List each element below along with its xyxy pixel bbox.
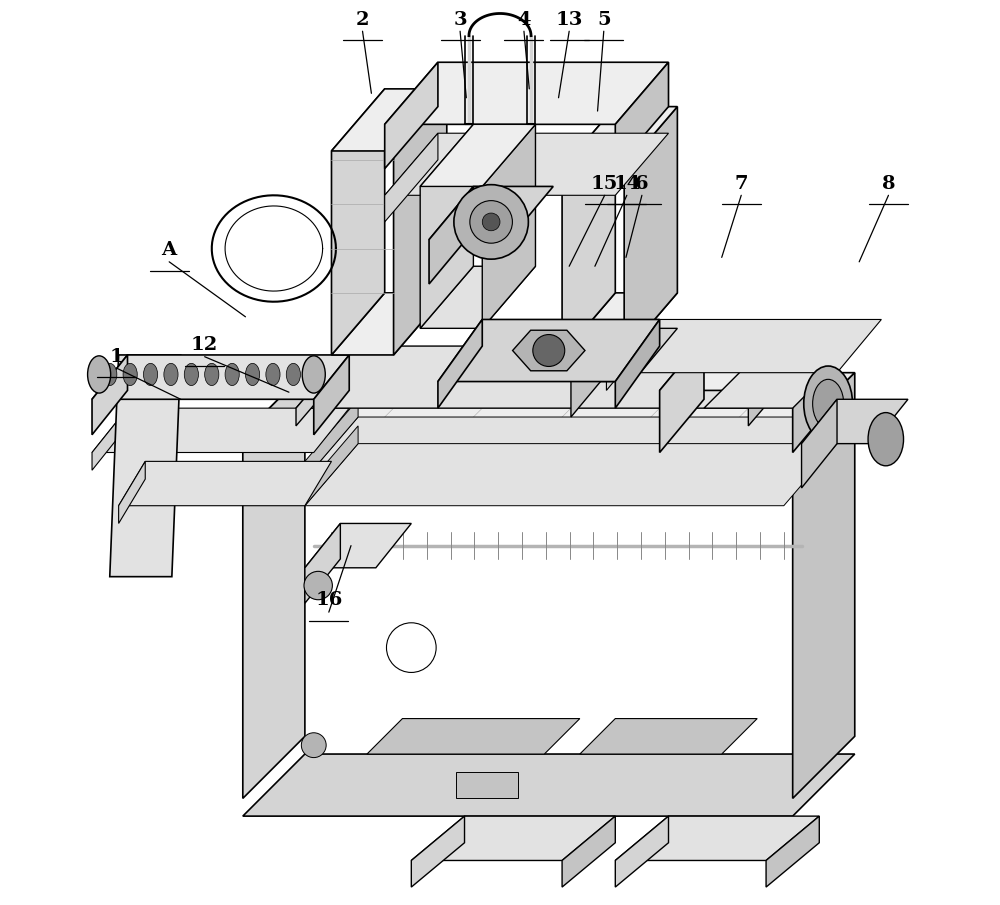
Circle shape <box>301 733 326 757</box>
Text: 3: 3 <box>453 11 467 29</box>
Text: 7: 7 <box>734 175 748 193</box>
Polygon shape <box>766 816 819 887</box>
Polygon shape <box>385 133 438 222</box>
Ellipse shape <box>813 379 844 428</box>
Polygon shape <box>562 293 677 355</box>
Circle shape <box>470 201 512 243</box>
Polygon shape <box>243 373 305 798</box>
Polygon shape <box>420 266 535 329</box>
Ellipse shape <box>88 356 111 393</box>
Polygon shape <box>571 329 677 382</box>
Circle shape <box>454 185 528 259</box>
Ellipse shape <box>123 364 137 386</box>
Polygon shape <box>615 816 819 861</box>
Polygon shape <box>367 719 580 754</box>
Polygon shape <box>615 816 669 887</box>
Polygon shape <box>385 62 669 124</box>
Polygon shape <box>331 293 447 355</box>
Text: 16: 16 <box>315 592 343 609</box>
Polygon shape <box>305 523 340 604</box>
Polygon shape <box>331 89 447 151</box>
Ellipse shape <box>868 413 904 466</box>
Polygon shape <box>571 329 615 417</box>
Text: A: A <box>162 241 177 259</box>
Polygon shape <box>660 338 704 452</box>
Circle shape <box>304 571 332 600</box>
Polygon shape <box>243 373 855 434</box>
Circle shape <box>482 213 500 231</box>
Polygon shape <box>305 443 837 506</box>
Polygon shape <box>580 719 757 754</box>
Ellipse shape <box>286 364 300 386</box>
Polygon shape <box>562 107 677 168</box>
Ellipse shape <box>225 364 239 386</box>
Polygon shape <box>420 124 535 186</box>
Text: 15: 15 <box>591 175 618 193</box>
Ellipse shape <box>103 364 117 386</box>
Ellipse shape <box>184 364 198 386</box>
Polygon shape <box>429 186 553 240</box>
Text: 12: 12 <box>191 336 218 354</box>
Polygon shape <box>420 124 473 329</box>
Polygon shape <box>385 133 669 195</box>
Text: 8: 8 <box>882 175 895 193</box>
Polygon shape <box>119 462 145 523</box>
Polygon shape <box>92 355 349 399</box>
Text: 14: 14 <box>613 175 640 193</box>
Ellipse shape <box>143 364 158 386</box>
Polygon shape <box>296 346 802 408</box>
Polygon shape <box>793 338 837 452</box>
Polygon shape <box>456 772 518 798</box>
Text: 1: 1 <box>110 348 124 366</box>
Polygon shape <box>305 523 411 567</box>
Polygon shape <box>305 399 358 479</box>
Polygon shape <box>606 319 651 390</box>
Polygon shape <box>606 319 881 373</box>
Text: 13: 13 <box>555 11 583 29</box>
Polygon shape <box>305 426 358 506</box>
Polygon shape <box>624 107 677 355</box>
Polygon shape <box>92 408 128 471</box>
Text: 5: 5 <box>597 11 611 29</box>
Polygon shape <box>119 462 331 506</box>
Polygon shape <box>704 364 837 408</box>
Polygon shape <box>513 330 585 371</box>
Polygon shape <box>314 355 349 434</box>
Polygon shape <box>615 319 660 408</box>
Polygon shape <box>793 373 855 798</box>
Polygon shape <box>385 62 438 168</box>
Polygon shape <box>305 417 837 479</box>
Polygon shape <box>92 408 349 452</box>
Ellipse shape <box>205 364 219 386</box>
Polygon shape <box>110 355 181 576</box>
Polygon shape <box>482 124 535 329</box>
Polygon shape <box>615 62 669 168</box>
Text: 6: 6 <box>635 175 649 193</box>
Polygon shape <box>562 816 615 887</box>
Circle shape <box>386 623 436 672</box>
Polygon shape <box>411 816 615 861</box>
Polygon shape <box>562 107 615 355</box>
Text: 4: 4 <box>517 11 531 29</box>
Ellipse shape <box>302 356 325 393</box>
Polygon shape <box>802 399 908 443</box>
Polygon shape <box>660 338 837 390</box>
Polygon shape <box>411 816 465 887</box>
Polygon shape <box>296 346 349 426</box>
Ellipse shape <box>164 364 178 386</box>
Polygon shape <box>802 399 837 488</box>
Polygon shape <box>438 319 482 408</box>
Ellipse shape <box>245 364 260 386</box>
Polygon shape <box>394 89 447 355</box>
Polygon shape <box>438 319 660 382</box>
Polygon shape <box>243 754 855 816</box>
Ellipse shape <box>266 364 280 386</box>
Polygon shape <box>429 186 473 284</box>
Polygon shape <box>331 89 385 355</box>
Text: 2: 2 <box>356 11 369 29</box>
Ellipse shape <box>804 366 853 442</box>
Polygon shape <box>92 355 128 434</box>
Polygon shape <box>748 346 802 426</box>
Circle shape <box>533 335 565 367</box>
